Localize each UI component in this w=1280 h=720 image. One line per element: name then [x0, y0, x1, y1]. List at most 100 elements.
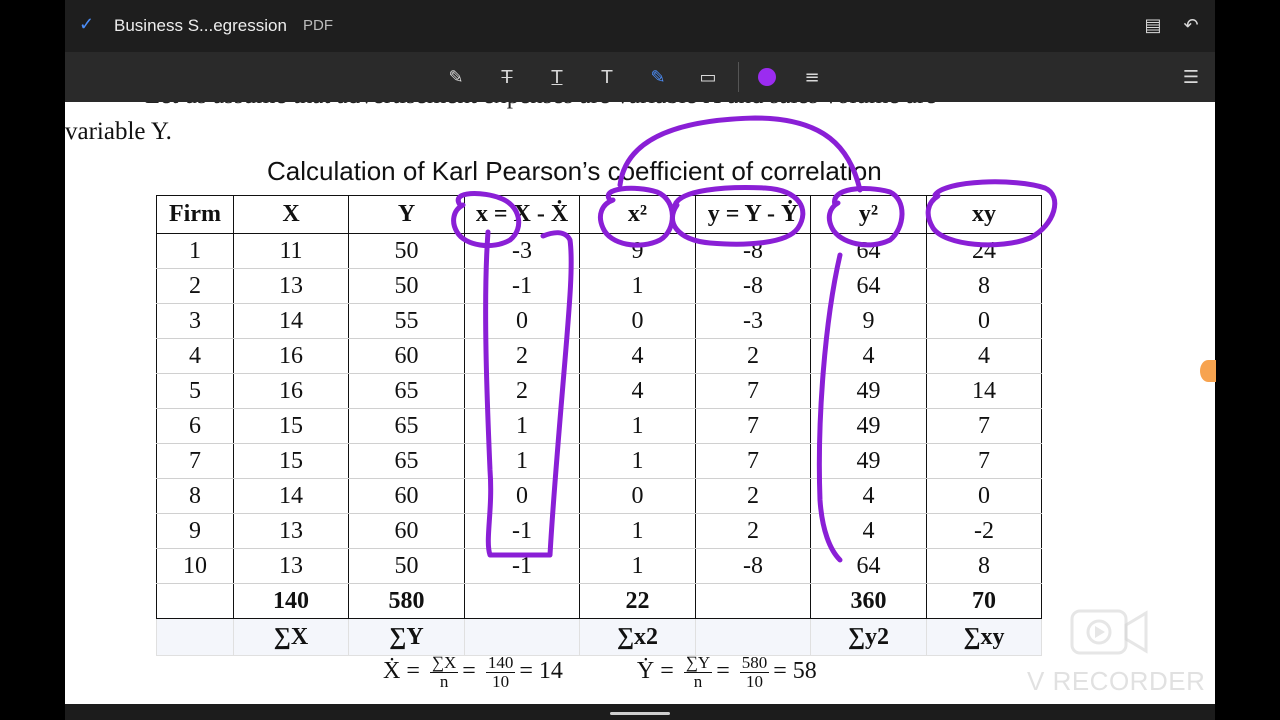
table-cell: 65 [348, 443, 465, 479]
side-handle[interactable] [1200, 360, 1216, 382]
recorder-logo-icon [1070, 609, 1148, 655]
color-swatch-icon[interactable] [758, 68, 776, 86]
table-header-cell: xy [926, 195, 1042, 234]
table-cell: 64 [810, 548, 927, 584]
annotation-toolbar: ✎ T T T ✎ ▭ ≡ ☰ [65, 52, 1215, 102]
formula-result: 58 [792, 658, 817, 685]
table-cell: 4 [579, 373, 696, 409]
table-header-cell: Firm [156, 195, 234, 234]
table-cell: -8 [695, 233, 811, 269]
table-row: 9 13 60 -1 1 2 4 -2 [156, 513, 1042, 549]
table-cell: 0 [926, 303, 1042, 339]
fraction: 580 10 [739, 653, 770, 691]
fraction-denominator: 10 [492, 672, 510, 691]
undo-icon[interactable]: ↶ [1183, 15, 1199, 36]
table-cell: 55 [348, 303, 465, 339]
table-cell: 8 [926, 268, 1042, 304]
highlighter-icon[interactable]: ✎ [448, 67, 464, 88]
pen-icon[interactable]: ✎ [650, 67, 666, 88]
table-header-cell: Y [348, 195, 465, 234]
underline-icon[interactable]: T [551, 67, 563, 88]
table-cell: 2 [156, 268, 234, 304]
list-icon[interactable]: ☰ [1182, 67, 1200, 88]
table-cell: 24 [926, 233, 1042, 269]
table-cell: 50 [348, 233, 465, 269]
table-cell: 11 [233, 233, 349, 269]
table-header-cell: y² [810, 195, 927, 234]
home-indicator[interactable] [610, 712, 670, 715]
table-cell: 1 [579, 443, 696, 479]
sigma-cell [156, 618, 234, 656]
check-icon[interactable]: ✓ [79, 14, 95, 34]
table-cell: -2 [926, 513, 1042, 549]
table-cell: 14 [233, 478, 349, 514]
table-cell: 4 [810, 513, 927, 549]
table-cell: 65 [348, 373, 465, 409]
file-format-label: PDF [303, 17, 333, 34]
table-cell: 2 [464, 338, 580, 374]
formula-result: 14 [538, 658, 563, 685]
table-header-cell: X [233, 195, 349, 234]
table-header-cell: x² [579, 195, 696, 234]
bottom-bar [65, 704, 1215, 720]
table-cell: 49 [810, 408, 927, 444]
table-row: 1 11 50 -3 9 -8 64 24 [156, 233, 1042, 269]
table-cell: -1 [464, 548, 580, 584]
table-cell: 1 [579, 408, 696, 444]
table-cell: -3 [695, 303, 811, 339]
total-cell: 580 [348, 583, 465, 619]
pdf-page: Let us assume that advertisement expense… [65, 0, 1215, 720]
table-cell: 7 [695, 408, 811, 444]
fraction-denominator: n [439, 672, 449, 691]
table-cell: 4 [926, 338, 1042, 374]
table-cell: 9 [810, 303, 927, 339]
total-cell: 70 [926, 583, 1042, 619]
table-cell: -1 [464, 268, 580, 304]
table-cell: 0 [464, 478, 580, 514]
table-cell: 6 [156, 408, 234, 444]
table-cell: 8 [156, 478, 234, 514]
table-title: Calculation of Karl Pearson’s coefficien… [267, 156, 882, 186]
table-cell: 10 [156, 548, 234, 584]
table-cell: 50 [348, 268, 465, 304]
table-cell: 7 [926, 408, 1042, 444]
table-cell: 60 [348, 338, 465, 374]
sigma-cell [695, 618, 811, 656]
total-cell: 360 [810, 583, 927, 619]
document-text-line: variable Y. [65, 118, 172, 145]
table-cell: 1 [464, 443, 580, 479]
line-weight-icon[interactable]: ≡ [804, 67, 820, 88]
table-cell: 1 [579, 513, 696, 549]
toolbar-divider [738, 62, 739, 92]
fraction-numerator: 580 [739, 653, 770, 673]
table-row: 2 13 50 -1 1 -8 64 8 [156, 268, 1042, 304]
table-row: 7 15 65 1 1 7 49 7 [156, 443, 1042, 479]
table-cell: 0 [579, 478, 696, 514]
table-cell: 0 [579, 303, 696, 339]
fraction-numerator: ∑X [429, 653, 459, 673]
total-cell: 140 [233, 583, 349, 619]
fraction: ∑Y n [683, 654, 713, 691]
table-row: 5 16 65 2 4 7 49 14 [156, 373, 1042, 409]
table-row: 8 14 60 0 0 2 4 0 [156, 478, 1042, 514]
table-cell: -8 [695, 268, 811, 304]
table-cell: 50 [348, 548, 465, 584]
table-cell: 0 [464, 303, 580, 339]
table-cell: 13 [233, 268, 349, 304]
comment-icon[interactable]: ▭ [699, 67, 717, 88]
table-cell: 7 [156, 443, 234, 479]
text-icon[interactable]: T [601, 67, 613, 88]
table-row: 6 15 65 1 1 7 49 7 [156, 408, 1042, 444]
sigma-cell: ∑y2 [810, 618, 927, 656]
sigma-cell: ∑X [233, 618, 349, 656]
strikethrough-icon[interactable]: T [501, 67, 513, 88]
table-cell: 14 [233, 303, 349, 339]
table-cell: -1 [464, 513, 580, 549]
document-title: Business S...egression [114, 16, 287, 35]
table-header-cell: x = X - Ẋ [464, 195, 580, 234]
watermark-text: V RECORDER [1027, 666, 1206, 696]
table-cell: 2 [695, 513, 811, 549]
share-icon[interactable]: ▤ [1144, 15, 1162, 36]
table-row: 10 13 50 -1 1 -8 64 8 [156, 548, 1042, 584]
